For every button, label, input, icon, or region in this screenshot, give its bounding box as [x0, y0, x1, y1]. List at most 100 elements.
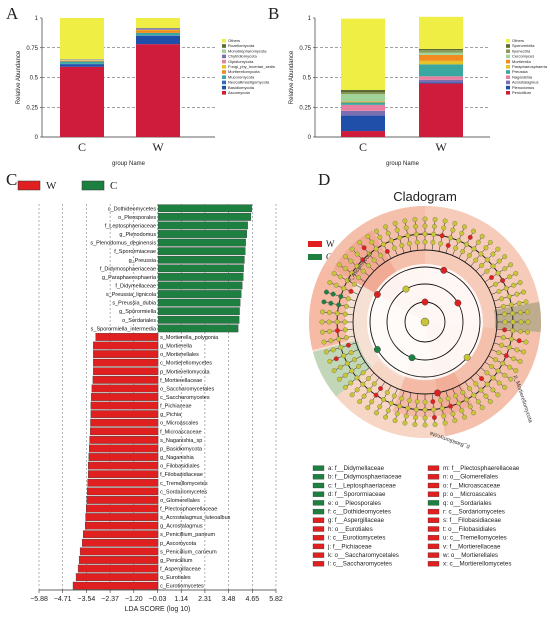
tree-node — [490, 251, 496, 257]
legend-swatch — [506, 54, 510, 59]
lda-bar-label: c_Dothideomycetes — [108, 206, 157, 212]
bar-segment — [419, 50, 463, 53]
legend-label: Others — [512, 38, 524, 43]
lda-bar-label: f_Pichiaceae — [160, 404, 192, 410]
tree-node — [456, 400, 462, 406]
legend-label: Olpidiomycota — [228, 59, 254, 64]
cladogram-key-label: d: f__Sporormiaceae — [328, 491, 386, 498]
lda-bar-label: f_Leptosphaeriaceae — [105, 223, 156, 229]
lda-bar — [90, 427, 159, 436]
tree-node — [402, 285, 410, 293]
legend-label: Mucoromycota — [228, 74, 255, 79]
tree-node — [525, 329, 530, 335]
tree-node — [422, 239, 428, 245]
tree-node — [493, 281, 499, 287]
tree-node — [454, 299, 462, 307]
x-tick-label: 4.65 — [245, 596, 259, 603]
legend-swatch — [506, 80, 510, 85]
tree-node — [342, 254, 348, 260]
bar-segment — [419, 54, 463, 61]
legend-swatch — [506, 49, 510, 53]
tree-node — [510, 310, 516, 316]
tree-node — [337, 364, 343, 370]
lda-bar-label: o_Glomerellales — [160, 498, 200, 504]
lda-bar — [88, 461, 159, 470]
tree-node — [378, 253, 384, 258]
x-tick-label: 5.82 — [269, 596, 283, 603]
tree-node — [361, 245, 367, 251]
bar-segment — [341, 92, 385, 95]
tree-node — [383, 224, 389, 230]
tree-node — [403, 413, 409, 419]
tree-node — [448, 403, 453, 409]
tree-node — [514, 291, 520, 297]
legend-label: Fungi_phy_Incertae_sedis — [228, 64, 275, 69]
tree-node — [348, 288, 354, 294]
tree-node — [381, 397, 386, 403]
y-tick-label: 0 — [35, 135, 39, 141]
lda-bar-label: c_Sordariomycetes — [160, 489, 207, 495]
tree-node — [336, 302, 342, 308]
cladogram-key-swatch — [427, 474, 440, 480]
tree-node — [430, 399, 436, 405]
lda-bar-label: s_Penicillium_carneum — [160, 549, 217, 555]
cladogram-key-label: p: o__Microascales — [443, 491, 496, 498]
legend-label: Others — [228, 38, 240, 43]
y-tick-label: 0.25 — [299, 105, 311, 111]
cladogram-key-swatch — [312, 543, 325, 550]
cladogram-key-swatch — [427, 465, 440, 471]
cladogram-key-swatch — [427, 561, 440, 567]
tree-node — [414, 399, 420, 405]
tree-node — [461, 414, 467, 420]
tree-node — [460, 390, 466, 396]
legend-label-w: W — [326, 239, 335, 249]
bar-segment — [419, 52, 463, 55]
cladogram-key-swatch — [312, 535, 325, 541]
tree-node — [408, 354, 416, 362]
tree-node — [344, 278, 350, 283]
tree-node — [391, 393, 397, 399]
tree-node — [475, 239, 481, 245]
tree-node — [327, 328, 332, 334]
cladogram-key-swatch — [312, 552, 325, 558]
cladogram-key-swatch — [427, 552, 440, 558]
tree-node — [360, 370, 366, 376]
cladogram-key-label: h: o__Eurotiales — [328, 526, 373, 533]
tree-node — [323, 349, 329, 355]
tree-node — [523, 339, 529, 345]
tree-node — [388, 400, 394, 406]
panel-label-d: D — [318, 170, 331, 189]
legend-swatch — [222, 44, 226, 48]
tree-node — [452, 418, 458, 424]
lda-bar-label: g_Naganishia — [160, 455, 195, 461]
tree-node — [456, 238, 462, 244]
y-axis-title: Relative Abundance — [16, 50, 22, 104]
tree-node — [356, 275, 361, 281]
tree-node — [495, 246, 501, 252]
bar-segment — [60, 64, 104, 67]
legend-swatch — [222, 91, 226, 95]
x-tick-label: 2.31 — [198, 596, 212, 603]
category-label: C — [359, 140, 367, 154]
legend-label: Penicillium — [512, 90, 532, 95]
cladogram-title: Cladogram — [393, 189, 457, 204]
x-axis-title: LDA SCORE (log 10) — [125, 606, 191, 613]
tree-node — [478, 251, 484, 257]
tree-node — [508, 376, 514, 382]
tree-node — [397, 403, 402, 409]
cladogram-key-label: i: c__Eurotiomycetes — [328, 535, 385, 542]
legend-swatch — [506, 91, 510, 95]
legend-swatch — [506, 85, 510, 90]
cladogram-key-label: x: c__Mortierellomycetes — [443, 561, 511, 568]
legend-label: Mortierellomycota — [228, 69, 260, 74]
tree-node — [342, 319, 348, 325]
tree-node — [473, 381, 479, 387]
cladogram-key-swatch — [312, 517, 325, 523]
cladogram-key-swatch — [312, 526, 325, 532]
tree-node — [377, 404, 383, 410]
legend-swatch — [506, 65, 510, 69]
bar-segment — [136, 29, 180, 31]
tree-node — [467, 404, 473, 410]
y-tick-label: 0.75 — [26, 46, 38, 52]
lda-bar — [81, 538, 159, 547]
